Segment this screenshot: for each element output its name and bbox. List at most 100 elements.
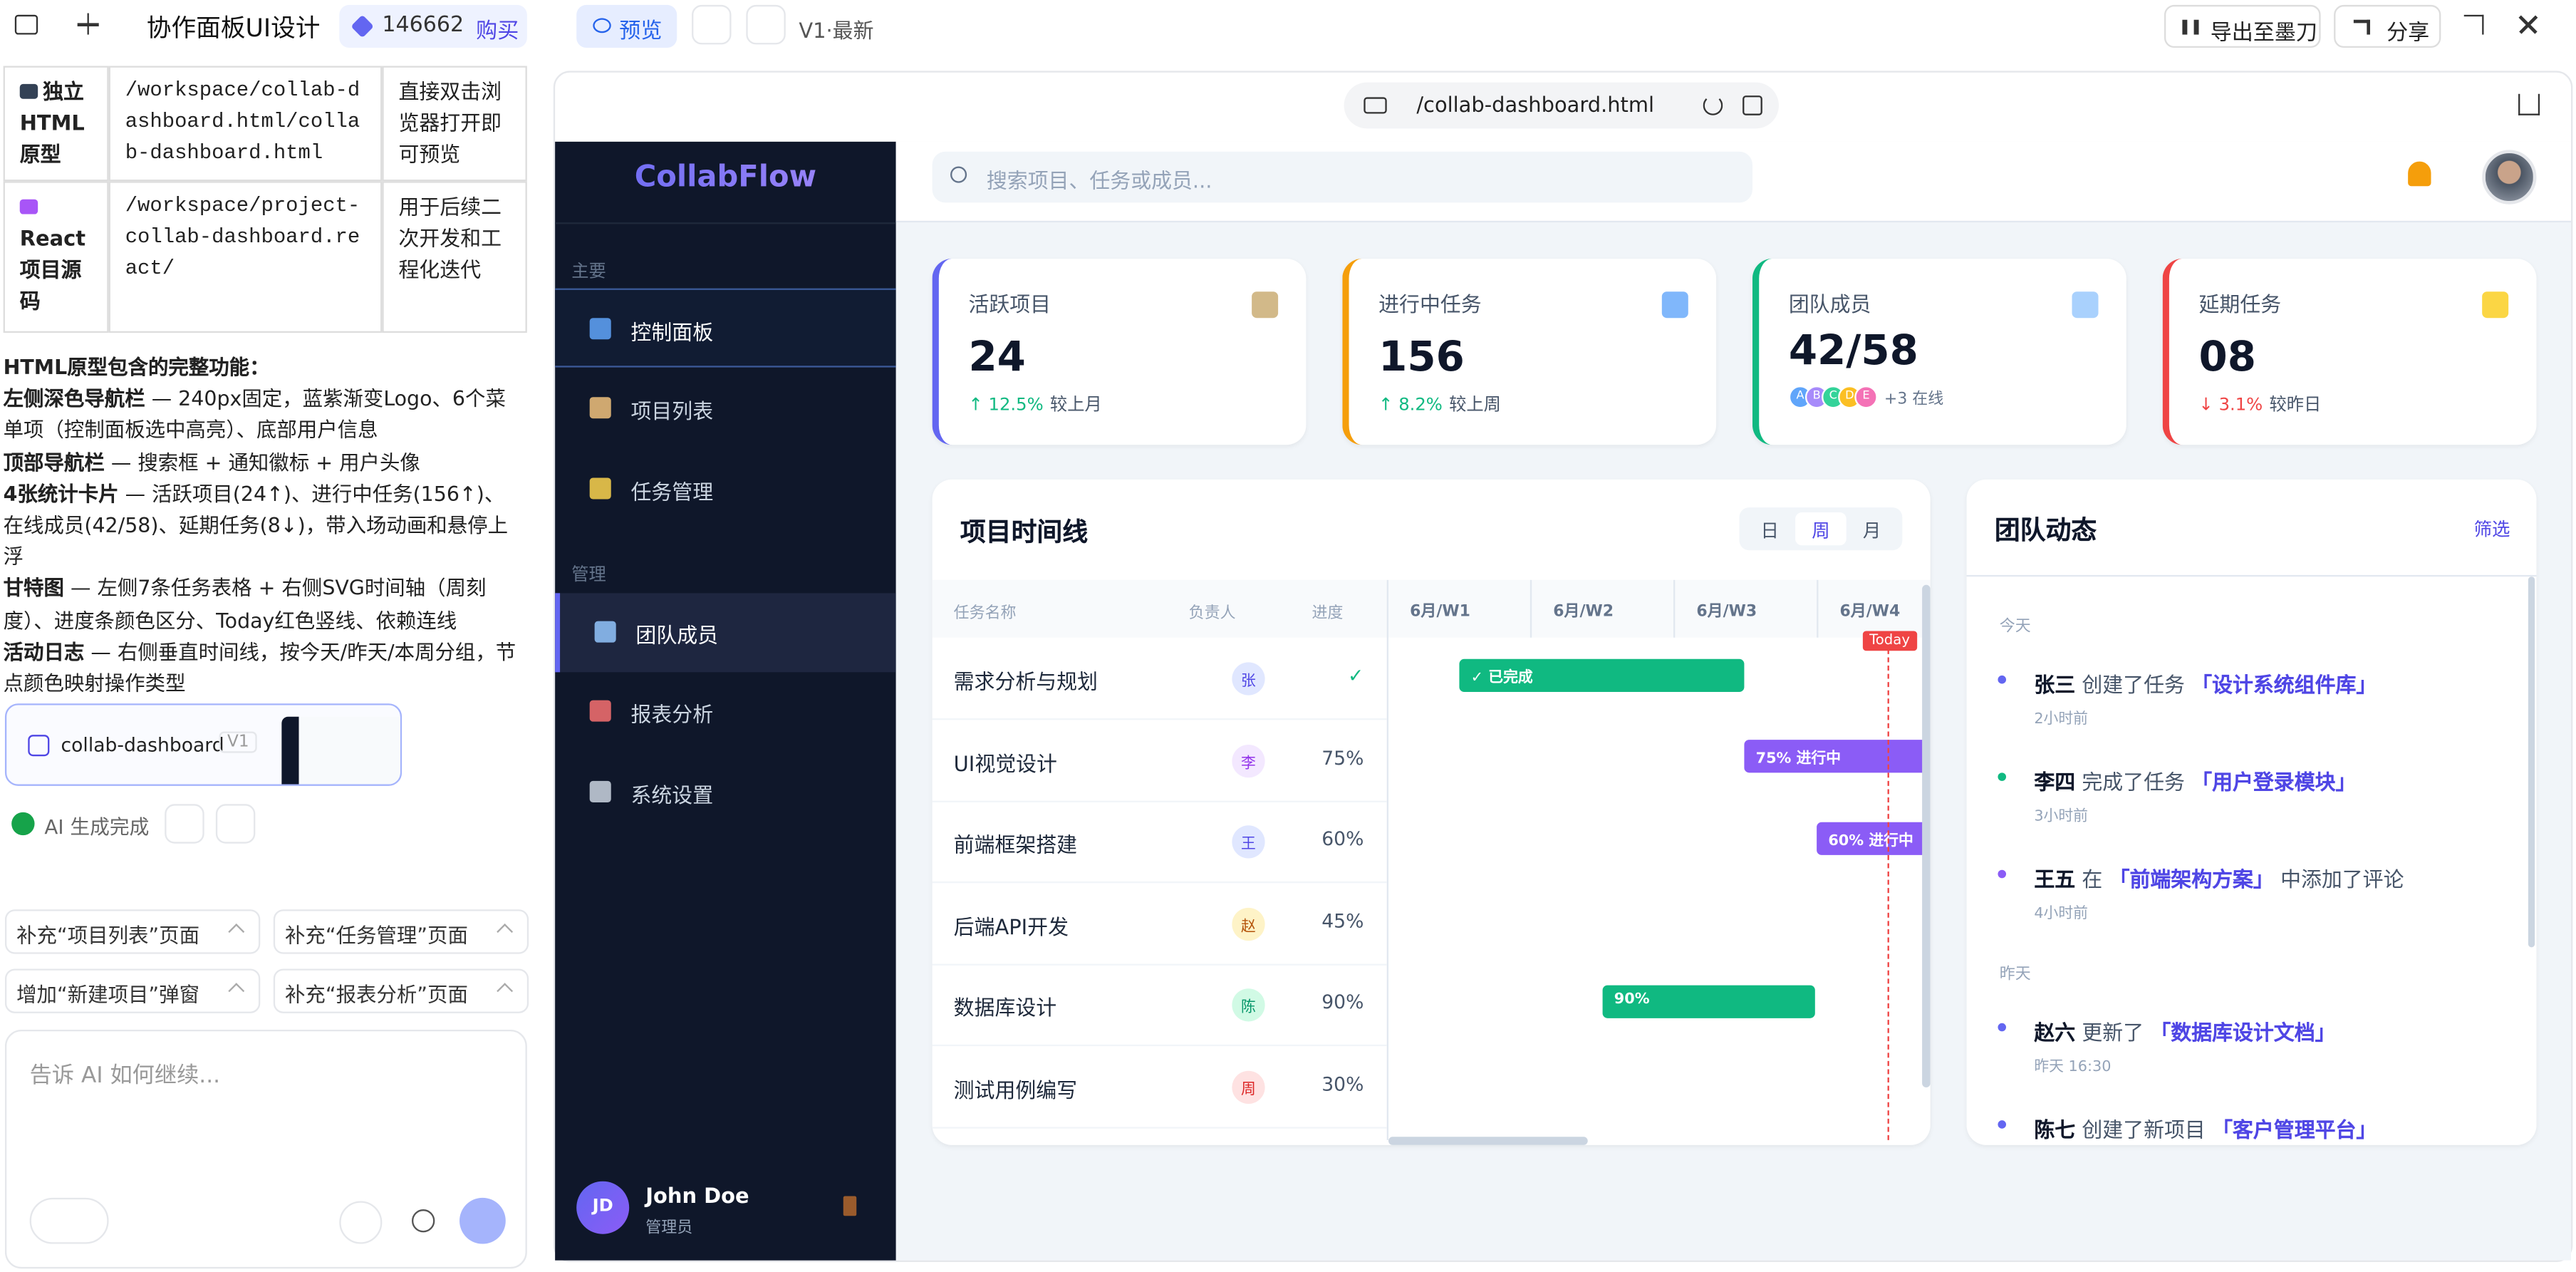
suggestion[interactable]: 增加“新建项目”弹窗 xyxy=(4,968,261,1013)
sidebar-toggle[interactable] xyxy=(14,14,38,35)
stat-value: 42/58 xyxy=(1788,326,1918,374)
week-divider xyxy=(1530,579,1532,638)
activity-line: 陈七 创建了新项目 「客户管理平台」 xyxy=(2034,1112,2383,1144)
export-button[interactable]: 导出至墨刀 xyxy=(2164,4,2321,48)
logo-divider xyxy=(555,222,896,224)
search-placeholder: 搜索项目、任务或成员... xyxy=(986,167,1212,193)
stat-note: +3 在线 xyxy=(1884,390,1944,409)
owner-badge: 王 xyxy=(1232,825,1265,859)
stat-change: ↓ 3.1% xyxy=(2198,394,2263,415)
nav-item[interactable]: 控制面板 xyxy=(555,288,896,368)
activity-time: 3小时前 xyxy=(2034,809,2089,826)
activity-user: 张三 xyxy=(2034,672,2076,697)
suggestion-arrow xyxy=(497,983,514,1000)
tool-button[interactable] xyxy=(29,1197,109,1244)
reload-icon[interactable] xyxy=(1703,95,1723,115)
activity-target[interactable]: 「数据库设计文档」 xyxy=(2150,1020,2336,1045)
gantt-bar: 90% xyxy=(1602,984,1815,1018)
view-label: 日 xyxy=(1760,520,1779,542)
suggestion[interactable]: 补充“任务管理”页面 xyxy=(273,909,529,954)
attach-b[interactable] xyxy=(407,1204,440,1238)
view-option[interactable]: 日 xyxy=(1744,512,1795,545)
row-divider xyxy=(932,800,1387,802)
nav-icon xyxy=(589,477,611,500)
suggestion-arrow xyxy=(228,983,245,1000)
task-name: UI视觉设计 xyxy=(953,750,1057,775)
credits: 146662 xyxy=(382,13,464,38)
activity-user: 赵六 xyxy=(2034,1020,2076,1045)
activity-dot xyxy=(1998,772,2007,781)
nav-icon xyxy=(589,397,611,419)
activity-divider xyxy=(1966,574,2537,577)
preview-tab[interactable]: 预览 xyxy=(576,4,677,48)
activity-title: 团队动态 xyxy=(1994,515,2097,546)
suggestion-text: 补充“报表分析”页面 xyxy=(284,983,468,1007)
expand-button[interactable] xyxy=(2463,14,2484,35)
header-avatar[interactable] xyxy=(2482,150,2537,205)
feature: 左侧深色导航栏 — 240px固定，蓝紫渐变Logo、6个菜单项（控制面板选中高… xyxy=(4,384,524,448)
bar-label: 60% 进行中 xyxy=(1828,832,1913,849)
search-box[interactable]: 搜索项目、任务或成员... xyxy=(932,151,1752,203)
h-scrollbar xyxy=(1388,1137,1588,1145)
view-option[interactable]: 周 xyxy=(1795,512,1847,546)
input-placeholder: 告诉 AI 如何继续... xyxy=(29,1062,221,1090)
suggestion-arrow xyxy=(228,923,245,940)
feature-label: 左侧深色导航栏 xyxy=(3,387,145,411)
app-logo: CollabFlow xyxy=(555,160,896,195)
edit-button[interactable] xyxy=(692,4,732,45)
logout-icon[interactable] xyxy=(843,1196,857,1216)
task-progress: 90% xyxy=(1321,990,1364,1013)
share-button[interactable]: 分享 xyxy=(2334,4,2441,48)
owner-initial: 王 xyxy=(1241,837,1256,854)
nav-item[interactable]: 项目列表 xyxy=(555,369,896,448)
feature-label: 4张统计卡片 xyxy=(3,482,119,506)
bell-icon[interactable] xyxy=(2408,161,2431,187)
thumbs-down[interactable] xyxy=(215,804,256,844)
artifact-card[interactable]: collab-dashboard V1 xyxy=(4,703,402,786)
stat-card: 活跃项目 24 ↑ 12.5% 较上月 xyxy=(932,258,1307,445)
nav-label: 任务管理 xyxy=(630,479,714,505)
attach-a[interactable] xyxy=(339,1201,383,1244)
open-icon[interactable] xyxy=(1743,95,1762,115)
nav-item[interactable]: 任务管理 xyxy=(555,450,896,529)
credits-pill[interactable]: 146662 购买 xyxy=(339,4,527,48)
chat-input[interactable]: 告诉 AI 如何继续... xyxy=(4,1030,527,1269)
view-option[interactable]: 月 xyxy=(1847,512,1898,545)
v-scrollbar xyxy=(1922,584,1931,1087)
suggestion[interactable]: 补充“项目列表”页面 xyxy=(4,909,261,954)
task-name: 数据库设计 xyxy=(953,995,1057,1020)
activity-target[interactable]: 「用户登录模块」 xyxy=(2191,769,2357,795)
share-icon xyxy=(2353,19,2370,35)
nav-icon xyxy=(594,621,616,643)
activity-target[interactable]: 「设计系统组件库」 xyxy=(2191,672,2377,697)
suggestion[interactable]: 补充“报表分析”页面 xyxy=(273,968,529,1013)
stat-change: ↑ 12.5% xyxy=(968,394,1044,415)
activity-target[interactable]: 「客户管理平台」 xyxy=(2212,1117,2377,1142)
table-cell: /workspace/project-collab-dashboard.reac… xyxy=(108,181,383,333)
nav-item[interactable]: 报表分析 xyxy=(555,672,896,751)
user-initials: JD xyxy=(592,1196,613,1216)
row-divider xyxy=(932,881,1387,884)
feature-text: — 搜索框 + 通知徽标 + 用户头像 xyxy=(104,450,420,474)
feature-label: 活动日志 xyxy=(3,640,85,664)
cell-icon xyxy=(19,83,38,99)
nav-item[interactable]: 团队成员 xyxy=(555,593,896,673)
task-progress: 75% xyxy=(1321,745,1364,769)
code-button[interactable] xyxy=(746,4,786,45)
download-icon[interactable] xyxy=(2518,93,2540,115)
nav-label: 报表分析 xyxy=(630,701,714,727)
view-toggle: 日周月 xyxy=(1739,507,1903,551)
column-header: 任务名称 xyxy=(953,604,1017,623)
nav-item[interactable]: 系统设置 xyxy=(555,753,896,832)
send-button[interactable] xyxy=(459,1197,506,1244)
owner-badge: 张 xyxy=(1232,662,1265,696)
export-icon xyxy=(2182,19,2199,35)
buy-link[interactable]: 购买 xyxy=(476,19,519,45)
filter-link[interactable]: 筛选 xyxy=(2473,519,2510,541)
app-sidebar: CollabFlow 主要 控制面板 项目列表 任务管理 管理 团队成员 报表分析 系统设置 JD… xyxy=(555,141,896,1261)
activity-target[interactable]: 「前端架构方案」 xyxy=(2109,867,2274,891)
thumbs-up[interactable] xyxy=(165,804,204,844)
row-divider xyxy=(932,1126,1387,1128)
artifact-version: V1 xyxy=(219,731,258,753)
